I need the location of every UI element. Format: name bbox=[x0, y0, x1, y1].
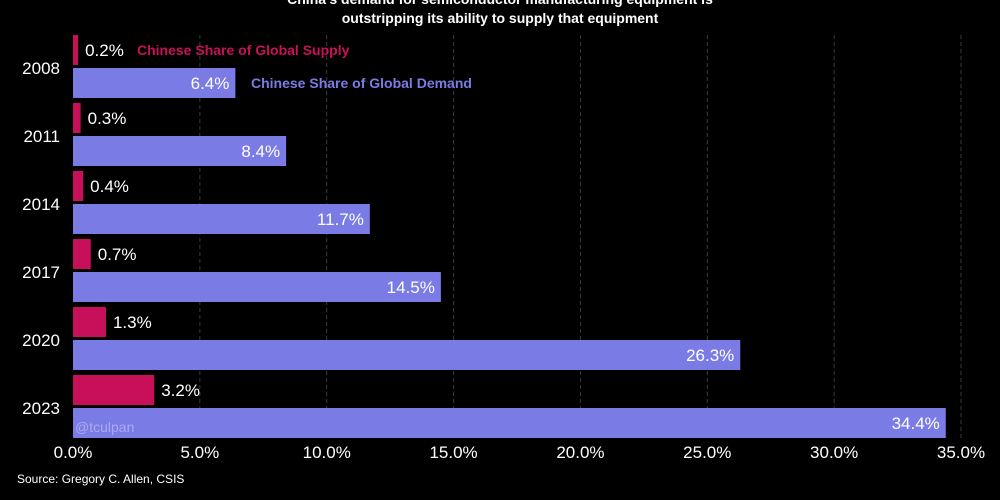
x-tick-label: 5.0% bbox=[180, 443, 219, 462]
bar-supply bbox=[73, 171, 84, 201]
x-tick-label: 20.0% bbox=[556, 443, 604, 462]
category-label: 2011 bbox=[23, 127, 60, 146]
source-note: Source: Gregory C. Allen, CSIS bbox=[17, 472, 185, 486]
category-label: 2017 bbox=[22, 263, 60, 282]
chart-title: China's demand for semiconductor manufac… bbox=[0, 0, 1000, 28]
legend-demand: Chinese Share of Global Demand bbox=[251, 75, 472, 91]
chart-title-line-2: outstripping its ability to supply that … bbox=[341, 10, 659, 26]
data-label-supply: 3.2% bbox=[161, 381, 200, 400]
bar-demand bbox=[73, 340, 741, 370]
legend-supply: Chinese Share of Global Supply bbox=[137, 42, 350, 58]
data-label-demand: 11.7% bbox=[317, 210, 364, 229]
category-label: 2008 bbox=[22, 59, 60, 78]
data-label-demand: 6.4% bbox=[191, 74, 230, 93]
bar-supply bbox=[73, 307, 106, 337]
data-label-supply: 0.7% bbox=[98, 245, 137, 264]
x-tick-label: 30.0% bbox=[810, 443, 858, 462]
x-tick-label: 15.0% bbox=[429, 443, 477, 462]
x-tick-label: 35.0% bbox=[937, 443, 985, 462]
chart-title-line-1: China's demand for semiconductor manufac… bbox=[0, 0, 1000, 9]
x-tick-label: 10.0% bbox=[303, 443, 351, 462]
bar-demand bbox=[73, 68, 236, 98]
bar-demand bbox=[73, 204, 370, 234]
data-label-supply: 0.3% bbox=[88, 109, 127, 128]
data-label-supply: 1.3% bbox=[113, 313, 152, 332]
data-label-demand: 14.5% bbox=[387, 278, 435, 297]
category-label: 2020 bbox=[22, 331, 60, 350]
x-tick-label: 0.0% bbox=[54, 443, 93, 462]
watermark: @tculpan bbox=[75, 419, 134, 435]
x-tick-label: 25.0% bbox=[683, 443, 731, 462]
data-label-demand: 26.3% bbox=[686, 346, 734, 365]
bar-supply bbox=[73, 239, 91, 269]
data-label-demand: 8.4% bbox=[241, 142, 280, 161]
data-label-supply: 0.2% bbox=[85, 41, 124, 60]
category-label: 2023 bbox=[22, 399, 60, 418]
category-label: 2014 bbox=[22, 195, 60, 214]
bar-demand bbox=[73, 272, 441, 302]
bar-supply bbox=[73, 103, 81, 133]
bar-demand bbox=[73, 408, 946, 438]
data-label-supply: 0.4% bbox=[90, 177, 129, 196]
bar-supply bbox=[73, 35, 79, 65]
bar-demand bbox=[73, 136, 287, 166]
data-label-demand: 34.4% bbox=[892, 414, 940, 433]
bar-supply bbox=[73, 375, 155, 405]
